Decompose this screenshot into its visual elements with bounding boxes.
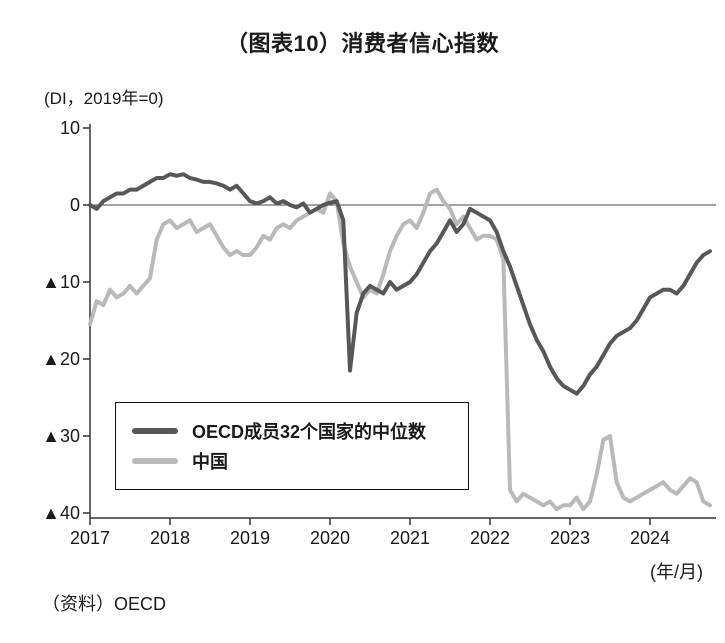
source-note: （资料）OECD: [42, 594, 167, 614]
china-line-swatch: [132, 458, 178, 464]
chart-title: （图表10）消费者信心指数: [226, 31, 499, 56]
x-tick-label: 2022: [469, 528, 511, 548]
x-tick-label: 2017: [69, 528, 111, 548]
oecd-line-swatch: [132, 428, 178, 434]
x-axis-unit-label: (年/月): [650, 562, 703, 582]
x-tick-label: 2021: [389, 528, 431, 548]
y-tick-label: 10: [59, 118, 80, 138]
legend: OECD成员32个国家的中位数 中国: [115, 402, 469, 490]
x-tick-label: 2020: [309, 528, 351, 548]
y-tick-label: ▲20: [42, 349, 80, 369]
china-series-line: [88, 187, 712, 512]
x-tick-label: 2019: [229, 528, 271, 548]
oecd-series-line: [88, 172, 712, 396]
legend-label-oecd: OECD成员32个国家的中位数: [192, 422, 427, 442]
y-axis-unit-label: (DI，2019年=0): [44, 89, 164, 108]
x-tick-label: 2018: [149, 528, 191, 548]
legend-label-china: 中国: [192, 452, 228, 472]
y-tick-label: ▲40: [42, 503, 80, 523]
legend-item-china: 中国: [132, 446, 452, 476]
x-tick-label: 2024: [629, 528, 671, 548]
legend-item-oecd: OECD成员32个国家的中位数: [132, 416, 452, 446]
y-tick-label: 0: [69, 195, 80, 215]
y-tick-label: ▲10: [42, 272, 80, 292]
x-tick-label: 2023: [549, 528, 591, 548]
y-tick-label: ▲30: [42, 426, 80, 446]
